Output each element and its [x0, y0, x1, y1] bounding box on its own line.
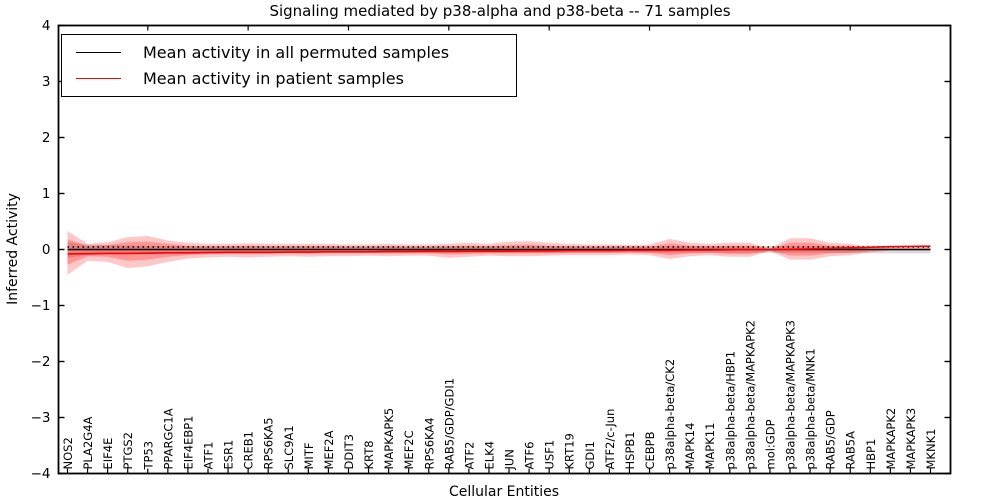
chart-title: Signaling mediated by p38-alpha and p38-… [269, 2, 731, 20]
x-category-label: HSPB1 [623, 431, 637, 469]
x-category-label: p38alpha-beta/CK2 [663, 359, 677, 470]
legend-label: Mean activity in all permuted samples [143, 42, 450, 62]
x-category-label: EIF4E [101, 438, 115, 470]
x-category-label: CREB1 [242, 431, 256, 470]
black-line-swatch [76, 51, 121, 53]
x-category-label: RPS6KA5 [262, 417, 276, 469]
y-tick-label: 2 [42, 130, 51, 146]
patient-outer-band [67, 231, 931, 275]
x-category-label: RAB5/GDP [824, 410, 838, 469]
x-category-label: MITF [302, 443, 316, 470]
x-category-label: p38alpha-beta/HBP1 [723, 351, 737, 470]
x-category-label: ATF1 [201, 442, 215, 470]
x-category-label: MAPKAPK3 [904, 408, 918, 470]
red-line-swatch [76, 78, 121, 80]
x-category-label: MEF2C [402, 430, 416, 469]
x-category-label: PLA2G4A [81, 416, 95, 469]
x-category-label: EIF4EBP1 [181, 416, 195, 470]
x-category-label: ATF2/c-Jun [603, 409, 617, 470]
x-axis-label: Cellular Entities [448, 484, 560, 500]
legend-label: Mean activity in patient samples [143, 69, 404, 89]
y-tick-label: −3 [31, 410, 51, 426]
x-category-label: MKNK1 [924, 429, 938, 470]
legend-entry-permuted: Mean activity in all permuted samples [62, 43, 516, 62]
x-category-label: p38alpha-beta/MAPKAPK2 [743, 320, 757, 470]
x-category-label: ESR1 [222, 440, 236, 470]
y-tick-label: 3 [42, 74, 51, 90]
x-category-label: RPS6KA4 [422, 417, 436, 469]
y-tick-label: 1 [42, 186, 51, 202]
x-category-label: MAPKAPK2 [884, 408, 898, 470]
x-category-label: MAPK11 [703, 423, 717, 470]
x-category-label: MAPKAPK5 [382, 408, 396, 470]
x-category-label: p38alpha-beta/MAPKAPK3 [784, 320, 798, 470]
x-category-label: RAB5A [844, 431, 858, 470]
legend-entry-patient: Mean activity in patient samples [62, 69, 516, 88]
x-category-label: MAPK14 [683, 423, 697, 470]
y-tick-label: −2 [31, 354, 51, 370]
patient-mean-line [67, 245, 931, 255]
y-tick-label: −4 [31, 466, 51, 482]
x-category-label: mol:GDP [763, 419, 777, 469]
x-category-label: CEBPB [643, 431, 657, 469]
x-category-label: KRT8 [362, 440, 376, 469]
x-category-label: MEF2A [322, 430, 336, 469]
patient-inner-band [67, 239, 931, 265]
x-category-label: DDIT3 [342, 434, 356, 469]
x-category-label: PPARGC1A [161, 408, 175, 469]
legend: Mean activity in all permuted samples Me… [61, 34, 517, 97]
x-category-label: ATF2 [462, 442, 476, 470]
y-tick-label: −1 [31, 298, 51, 314]
x-category-label: ELK4 [482, 441, 496, 470]
x-category-label: ATF6 [523, 442, 537, 470]
x-category-label: p38alpha-beta/MNK1 [804, 348, 818, 469]
x-category-label: GDI1 [583, 441, 597, 469]
y-tick-label: 4 [42, 18, 51, 34]
x-category-label: HBP1 [864, 439, 878, 470]
x-category-label: PTGS2 [121, 432, 135, 470]
y-tick-label: 0 [42, 242, 51, 258]
x-category-label: SLC9A1 [282, 425, 296, 469]
x-category-label: TP53 [141, 441, 155, 471]
x-category-label: RAB5/GDP/GDI1 [442, 378, 456, 470]
x-category-label: NOS2 [61, 437, 75, 469]
x-category-label: USF1 [543, 440, 557, 470]
x-category-label: JUN [503, 449, 517, 470]
x-category-label: KRT19 [563, 433, 577, 469]
